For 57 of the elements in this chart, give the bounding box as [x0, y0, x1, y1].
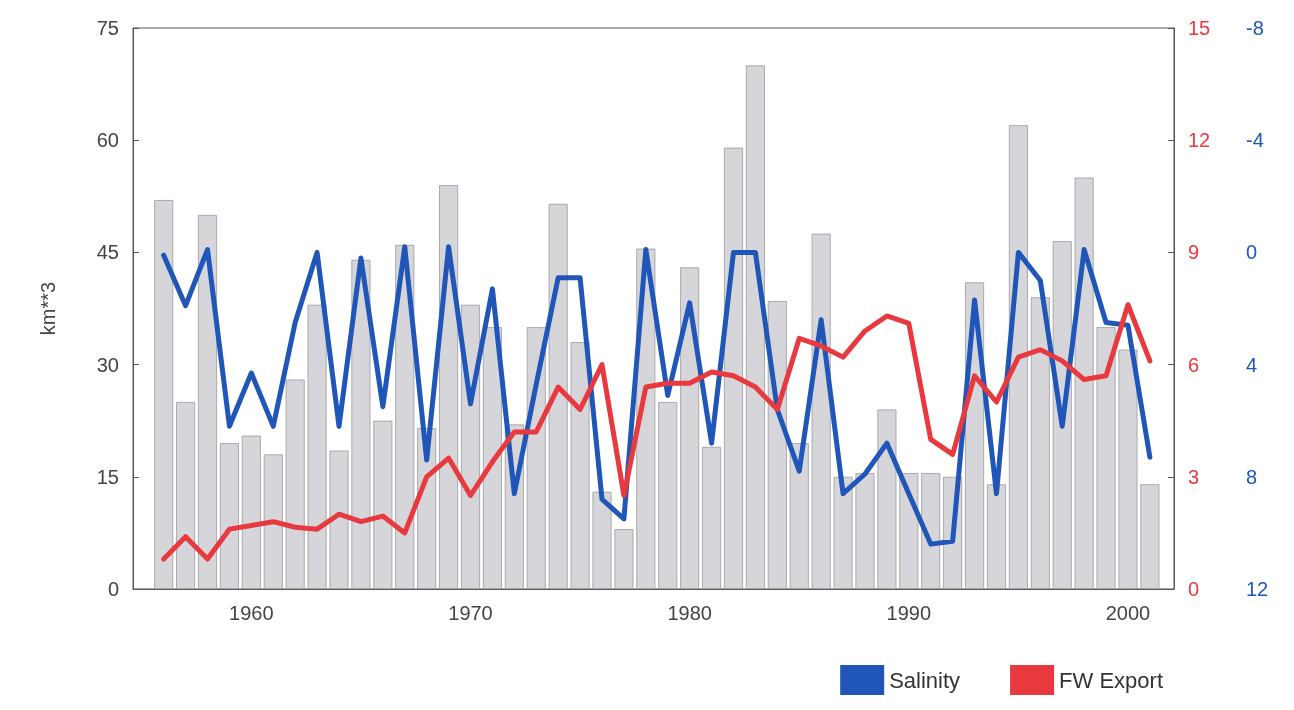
bar — [1140, 484, 1160, 589]
x-tick-label: 2000 — [1105, 602, 1151, 624]
y2-tick-label: 12 — [1188, 129, 1211, 152]
legend-label: FW Export — [1059, 667, 1164, 693]
bar — [329, 450, 349, 589]
bar — [658, 402, 678, 589]
y-axis-title: km**3 — [37, 281, 59, 336]
bar — [1118, 349, 1138, 589]
bar — [241, 435, 261, 589]
bar — [548, 203, 568, 589]
y3-tick-label: 8 — [1246, 465, 1258, 488]
y-tick-label: 0 — [107, 578, 119, 600]
bar — [570, 342, 590, 589]
bar — [723, 147, 743, 589]
y2-tick-label: 0 — [1188, 578, 1200, 600]
bar — [614, 529, 634, 589]
y2-tick-label: 9 — [1188, 241, 1200, 264]
y-tick-label: 45 — [96, 241, 119, 264]
bar — [1074, 177, 1094, 589]
bar — [745, 65, 765, 589]
y-tick-label: 75 — [96, 17, 119, 39]
x-tick-label: 1990 — [886, 602, 932, 624]
bar — [263, 454, 283, 589]
bar — [833, 476, 853, 589]
legend-label: Salinity — [889, 667, 961, 693]
bar — [789, 443, 809, 589]
bar — [307, 304, 327, 589]
bar — [219, 443, 239, 589]
bar — [877, 409, 897, 589]
bar — [855, 473, 875, 589]
y-tick-label: 30 — [96, 353, 119, 376]
y3-tick-label: 0 — [1246, 241, 1258, 264]
y2-tick-label: 6 — [1188, 353, 1200, 376]
y2-tick-label: 3 — [1188, 465, 1200, 488]
x-tick-label: 1970 — [448, 602, 493, 624]
y3-tick-label: -8 — [1246, 17, 1264, 39]
y3-tick-label: -4 — [1246, 129, 1264, 152]
bar — [482, 327, 502, 589]
x-tick-label: 1980 — [667, 602, 712, 624]
bar — [198, 215, 218, 589]
bar — [1008, 125, 1028, 589]
bar — [592, 491, 612, 589]
bar — [986, 484, 1006, 589]
bar — [921, 473, 941, 589]
bar — [285, 379, 305, 589]
bar — [1096, 327, 1116, 589]
y2-tick-label: 15 — [1188, 17, 1211, 39]
y3-tick-label: 4 — [1246, 353, 1258, 376]
y-tick-label: 60 — [96, 129, 119, 152]
bar — [373, 420, 393, 589]
bar — [1030, 297, 1050, 589]
y3-tick-label: 12 — [1246, 578, 1269, 600]
x-tick-label: 1960 — [229, 602, 274, 624]
bar — [176, 402, 196, 589]
bar — [702, 446, 722, 589]
y-tick-label: 15 — [96, 465, 119, 488]
bar — [154, 200, 174, 589]
